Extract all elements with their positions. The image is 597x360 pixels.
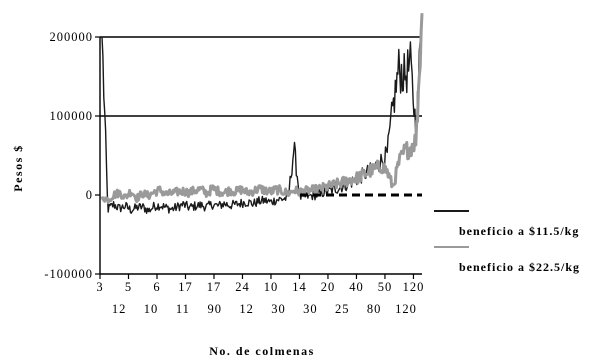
y-tick-label-1: 0	[86, 188, 93, 202]
x-tick-label-row1-10: 50	[378, 280, 393, 294]
grid-lines	[100, 36, 422, 117]
x-tick-label-row2-6: 30	[303, 302, 318, 316]
x-axis-label: No. de colmenas	[209, 344, 315, 358]
legend-label-0: beneficio a $11.5/kg	[459, 224, 579, 238]
x-tick-label-row2-9: 120	[395, 302, 417, 316]
x-tick-label-row2-0: 12	[112, 302, 127, 316]
x-tick-label-row1-3: 17	[178, 280, 193, 294]
x-tick-label-row1-6: 10	[264, 280, 279, 294]
x-tick-label-row2-8: 80	[367, 302, 382, 316]
x-tick-label-row1-8: 20	[321, 280, 336, 294]
y-tick-label-0: -100000	[44, 267, 93, 281]
x-tick-label-row2-4: 12	[239, 302, 254, 316]
series-line-0	[101, 13, 423, 214]
x-tick-label-row1-2: 6	[153, 280, 160, 294]
legend-label-1: beneficio a $22.5/kg	[459, 260, 580, 274]
y-tick-labels: -100000 0 100000 200000	[44, 30, 94, 281]
x-tick-label-row1-1: 5	[125, 280, 132, 294]
x-tick-label-row2-5: 30	[271, 302, 286, 316]
x-tick-label-row1-0: 3	[96, 280, 103, 294]
y-axis-label: Pesos $	[11, 144, 25, 192]
x-tick-label-row1-9: 40	[349, 280, 364, 294]
x-tick-label-row1-4: 17	[207, 280, 222, 294]
x-tick-label-row1-11: 120	[403, 280, 425, 294]
y-tick-label-3: 200000	[50, 30, 94, 44]
legend: beneficio a $11.5/kg beneficio a $22.5/kg	[434, 210, 580, 274]
x-tick-label-row2-7: 25	[335, 302, 350, 316]
x-tick-label-row2-1: 10	[144, 302, 159, 316]
series-line-1	[100, 13, 424, 205]
series-layer	[100, 13, 424, 214]
x-tick-label-row1-7: 14	[292, 280, 307, 294]
x-tick-label-row2-3: 90	[208, 302, 223, 316]
y-tick-label-2: 100000	[50, 109, 94, 123]
x-tick-label-row2-2: 11	[176, 302, 190, 316]
x-tick-label-row1-5: 24	[235, 280, 250, 294]
axes-layer	[95, 36, 422, 279]
